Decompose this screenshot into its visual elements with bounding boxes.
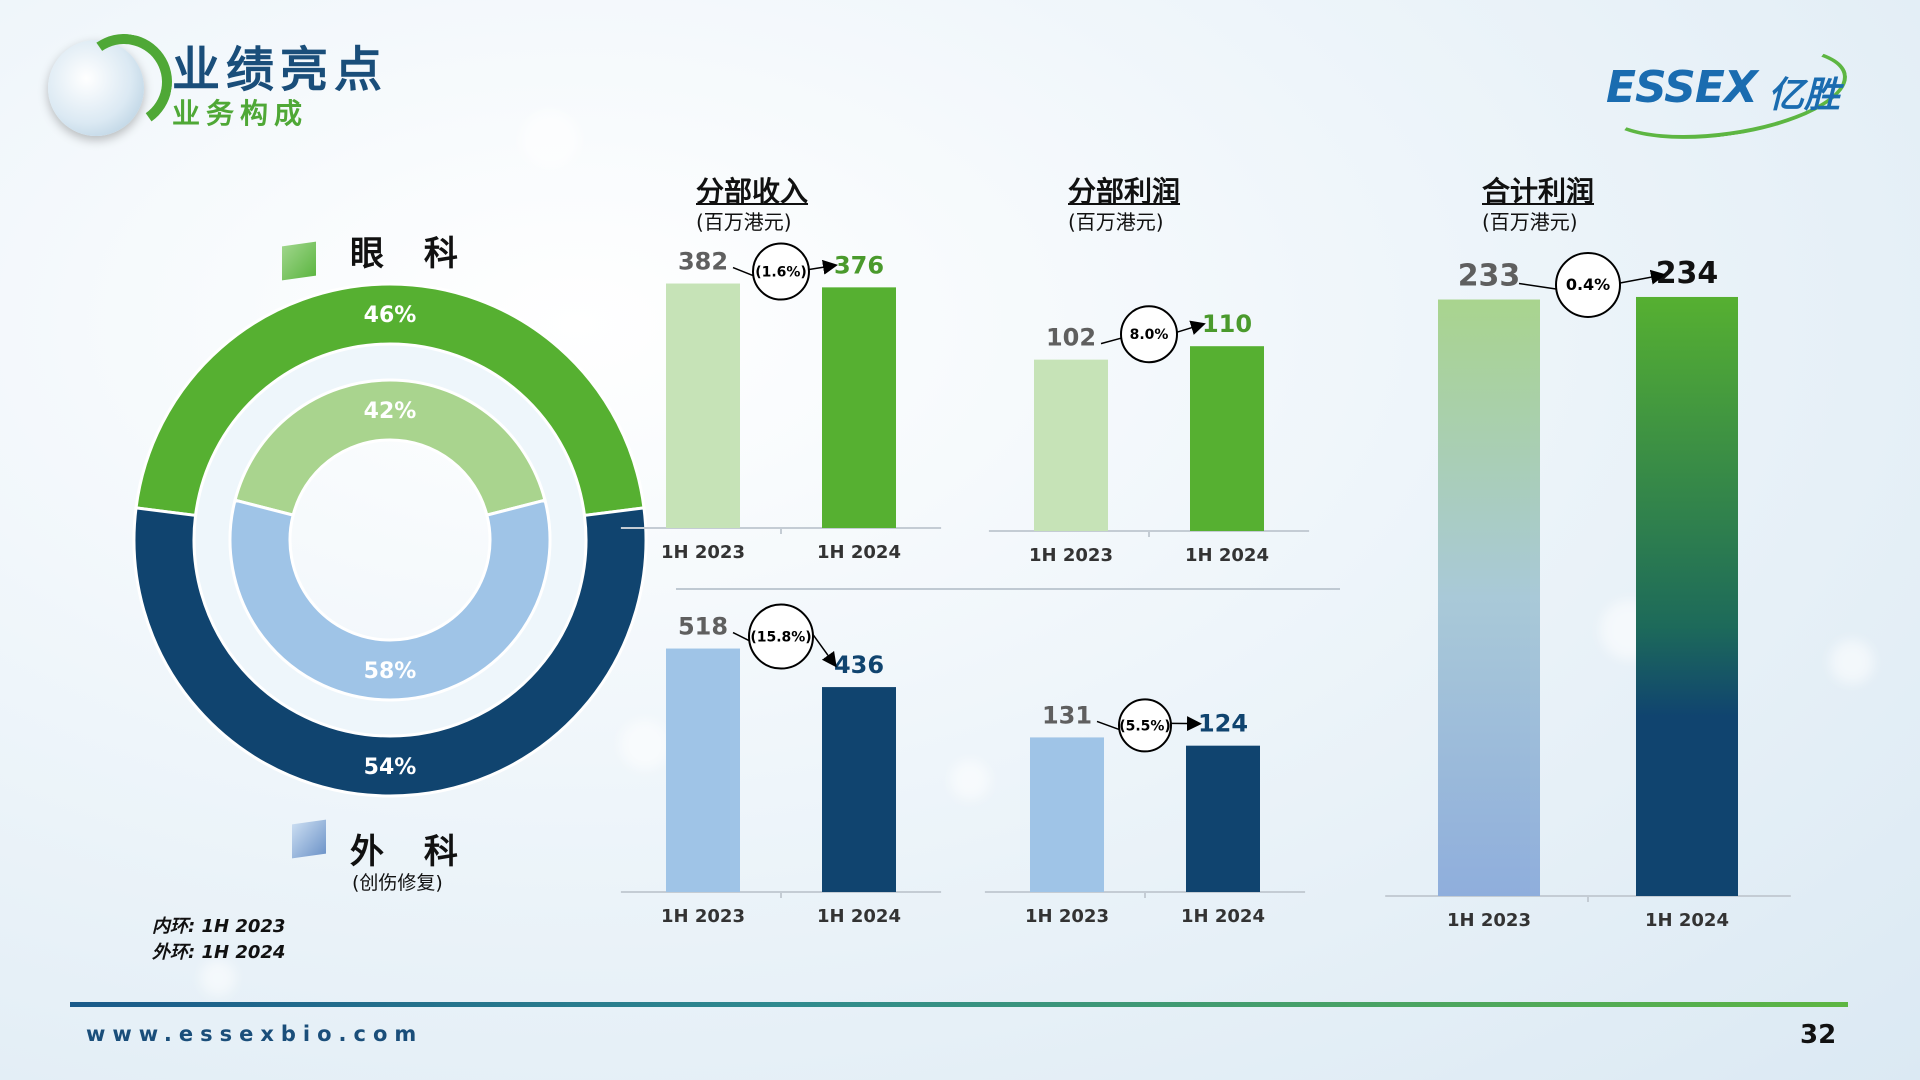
page-subtitle: 业务构成 [172,97,309,130]
bar-value-label: 234 [1656,256,1719,291]
bar-chart-3: 518 1H 2023 436 1H 2024 (15.8%) [620,603,942,927]
bar-1h-2024 [822,287,896,528]
outer-ring-note: 外环: 1H 2024 [152,942,286,963]
background-bokeh [200,960,236,996]
change-percent-label: (5.5%) [1119,718,1171,734]
bar-value-label: 436 [834,651,884,679]
bar-1h-2023 [1034,359,1108,531]
segment-profit-unit: (百万港元) [1068,210,1164,234]
change-arrow [1619,269,1666,285]
x-tick-label: 1H 2024 [817,542,901,563]
segment-revenue-title: 分部收入 [696,175,809,208]
change-percent-label: 8.0% [1130,327,1169,343]
bar-value-label: 110 [1202,310,1252,338]
donut-outer-slice-0 [134,282,646,518]
x-tick-label: 1H 2023 [1029,545,1113,566]
legend-surgery-label: 外 科 [350,832,472,872]
donut-inner-label-1: 58% [364,659,417,684]
background-bokeh [950,760,990,800]
background-bokeh [520,110,580,170]
change-connector-line [732,266,754,277]
donut-outer-slice-1 [132,506,648,798]
bar-chart-4: 131 1H 2023 124 1H 2024 (5.5%) [984,698,1306,927]
x-tick-label: 1H 2024 [1185,545,1269,566]
bar-1h-2024 [1186,745,1260,892]
change-connector-line [1096,720,1120,731]
logo-text: ESSEX [1606,62,1758,113]
total-profit-title: 合计利润 [1482,175,1595,208]
business-mix-donut-chart: 42% 58% 46% 54% [132,282,648,798]
bar-chart-5: 233 1H 2023 234 1H 2024 0.4% [1385,251,1791,931]
bar-value-label: 376 [834,251,884,279]
x-tick-label: 1H 2024 [1645,910,1729,931]
segment-profit-title: 分部利润 [1068,175,1181,208]
legend-surgery-note: (创伤修复) [352,872,443,894]
change-percent-label: (1.6%) [755,265,807,281]
change-arrow [812,634,837,668]
change-connector-line [1518,282,1557,290]
change-connector-line [1100,337,1122,345]
bar-1h-2023 [666,283,740,528]
segment-revenue-unit: (百万港元) [696,210,792,234]
change-percent-label: 0.4% [1566,275,1610,294]
total-profit-unit: (百万港元) [1482,210,1578,234]
donut-gap-ring [194,344,586,736]
bar-1h-2024 [1190,346,1264,531]
x-tick-label: 1H 2024 [817,906,901,927]
change-arrow [808,259,838,275]
molecule-logo-icon [48,40,144,136]
donut-outer-label-0: 46% [364,303,417,328]
page-title: 业绩亮点 [172,42,389,98]
x-tick-label: 1H 2023 [661,906,745,927]
x-tick-label: 1H 2023 [1025,906,1109,927]
footer-website-url: www.essexbio.com [86,1022,424,1046]
bar-value-label: 233 [1458,259,1521,294]
logo-text-cn: 亿胜 [1768,75,1841,116]
change-arrow [1176,320,1206,335]
bar-value-label: 124 [1198,710,1248,738]
x-tick-label: 1H 2023 [661,542,745,563]
bar-1h-2023 [1030,737,1104,892]
donut-inner-slice-0 [233,378,547,517]
change-bubble [1555,251,1621,318]
page-number: 32 [1800,1020,1837,1050]
bar-chart-1: 382 1H 2023 376 1H 2024 (1.6%) [620,242,942,563]
bar-chart-2: 102 1H 2023 110 1H 2024 8.0% [988,305,1310,566]
change-connector-line [732,631,750,642]
donut-inner-slice-1 [228,498,552,702]
change-percent-label: (15.8%) [750,630,811,646]
legend-ophthalmology-label: 眼 科 [350,234,472,274]
divider [676,588,1340,590]
background-bokeh [1830,640,1874,684]
bar-value-label: 131 [1042,701,1092,729]
bar-1h-2024 [1636,296,1738,897]
change-bubble [748,603,814,670]
inner-ring-note: 内环: 1H 2023 [152,916,286,937]
bar-1h-2023 [666,648,740,892]
essex-brand-logo: ESSEX 亿胜 [1595,31,1853,153]
bar-1h-2024 [822,687,896,892]
footer-divider [70,1002,1848,1007]
donut-outer-label-1: 54% [364,755,417,780]
x-tick-label: 1H 2023 [1447,910,1531,931]
x-tick-label: 1H 2024 [1181,906,1265,927]
change-bubble [752,242,810,301]
change-bubble [1118,698,1172,753]
background-bokeh [620,720,670,770]
bar-1h-2023 [1438,299,1540,896]
donut-inner-label-0: 42% [364,399,417,424]
bar-value-label: 102 [1046,324,1096,352]
change-bubble [1120,305,1178,364]
bar-value-label: 382 [678,248,728,276]
bar-value-label: 518 [678,613,728,641]
